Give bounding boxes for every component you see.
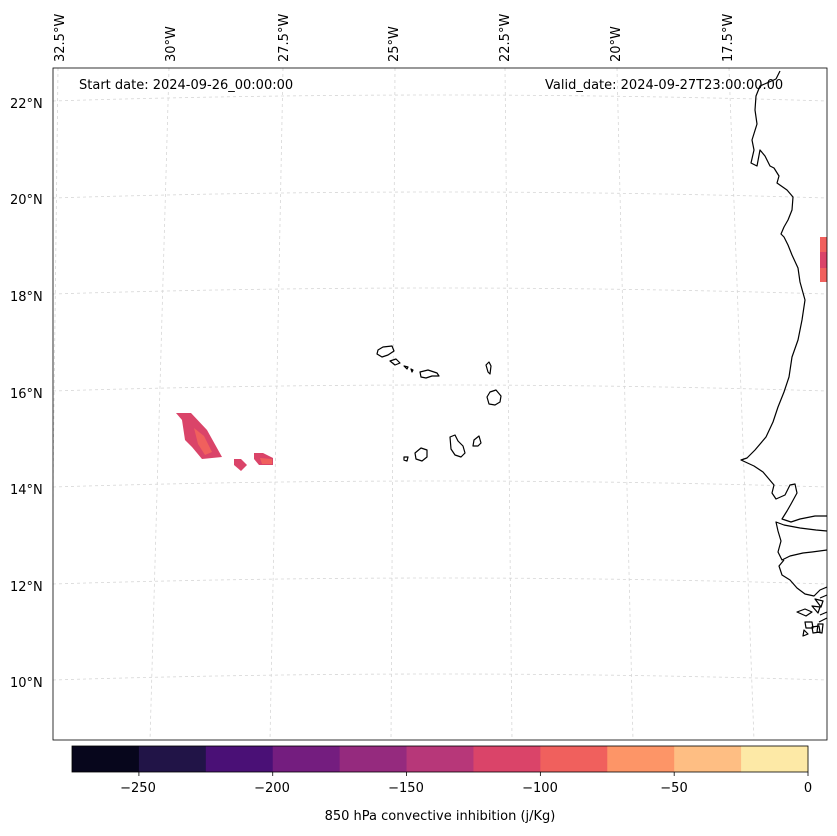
colorbar-segment — [339, 746, 408, 772]
island-santa-luzia — [389, 358, 401, 366]
coastline-bijagos — [796, 598, 824, 637]
coastline-africa-east-edge — [818, 594, 827, 623]
colorbar-frame — [71, 745, 809, 773]
colorbar-segment — [607, 746, 675, 772]
island-sal — [485, 361, 492, 375]
colorbar-tick-minus-100: −100 — [522, 781, 558, 796]
colorbar-segment — [406, 746, 474, 772]
gridline-lon-20w — [616, 68, 634, 740]
lon-gridlines — [53, 68, 755, 740]
colorbar-segment — [138, 746, 207, 772]
island-maio — [472, 435, 482, 447]
gridline-lon-30w — [149, 68, 170, 740]
lat-label-18n: 18°N — [10, 290, 43, 305]
island-sao-nicolau — [419, 369, 440, 379]
cin-patch-east-core — [820, 252, 827, 268]
colorbar-label: 850 hPa convective inhibition (j/Kg) — [324, 809, 556, 824]
gridline-lon-27-5w — [269, 68, 284, 740]
island-sao-vicente — [376, 345, 395, 358]
colorbar-segment — [205, 746, 274, 772]
gridline-lat-20n — [53, 191, 827, 199]
island-boa-vista — [486, 389, 502, 406]
coastline-africa-north — [740, 70, 827, 523]
gridline-lat-14n — [53, 480, 827, 488]
gridline-lon-17-5w — [728, 68, 755, 740]
gridline-lat-18n — [53, 287, 827, 295]
lat-label-12n: 12°N — [10, 580, 43, 595]
gridline-lon-32-5w — [53, 68, 59, 522]
colorbar — [71, 745, 809, 776]
valid-date-label: Valid_date: 2024-09-27T23:00:00.00 — [545, 78, 784, 93]
island-ilheu — [403, 365, 414, 373]
lat-label-20n: 20°N — [10, 193, 43, 208]
island-brava — [403, 456, 409, 462]
start-date-label: Start date: 2024-09-26_00:00:00 — [79, 78, 294, 93]
cin-patch-small-2-core — [260, 458, 272, 464]
colorbar-segment — [674, 746, 742, 772]
colorbar-segment — [540, 746, 608, 772]
colorbar-segment — [272, 746, 341, 772]
island-santiago — [449, 434, 466, 458]
colorbar-segment — [741, 746, 809, 772]
gridline-lat-10n — [53, 673, 827, 681]
gridline-lat-12n — [53, 577, 827, 585]
cin-patch-small-1 — [234, 459, 247, 471]
coastline-africa-south — [775, 521, 827, 561]
colorbar-tick-0: 0 — [803, 781, 813, 796]
colorbar-tick-minus-150: −150 — [388, 781, 424, 796]
colorbar-tick-minus-50: −50 — [660, 781, 688, 796]
lat-label-14n: 14°N — [10, 483, 43, 498]
colorbar-tick-minus-250: −250 — [120, 781, 156, 796]
cin-patches — [176, 237, 827, 471]
colorbar-tick-minus-200: −200 — [254, 781, 290, 796]
gridline-lat-22n — [53, 94, 827, 102]
cin-patch-west-core — [194, 428, 212, 455]
lat-label-16n: 16°N — [10, 387, 43, 402]
island-fogo — [414, 447, 428, 462]
gridline-lon-22-5w — [504, 68, 513, 740]
gridline-lat-16n — [53, 384, 827, 392]
lat-label-10n: 10°N — [10, 676, 43, 691]
coastlines — [376, 70, 827, 637]
lat-gridlines — [53, 94, 827, 681]
colorbar-segment — [473, 746, 541, 772]
colorbar-segment — [72, 746, 140, 772]
map-frame — [52, 67, 828, 741]
gridline-lon-25w — [390, 68, 396, 740]
lat-label-22n: 22°N — [10, 97, 43, 112]
coastline-africa-guinea — [778, 559, 827, 597]
